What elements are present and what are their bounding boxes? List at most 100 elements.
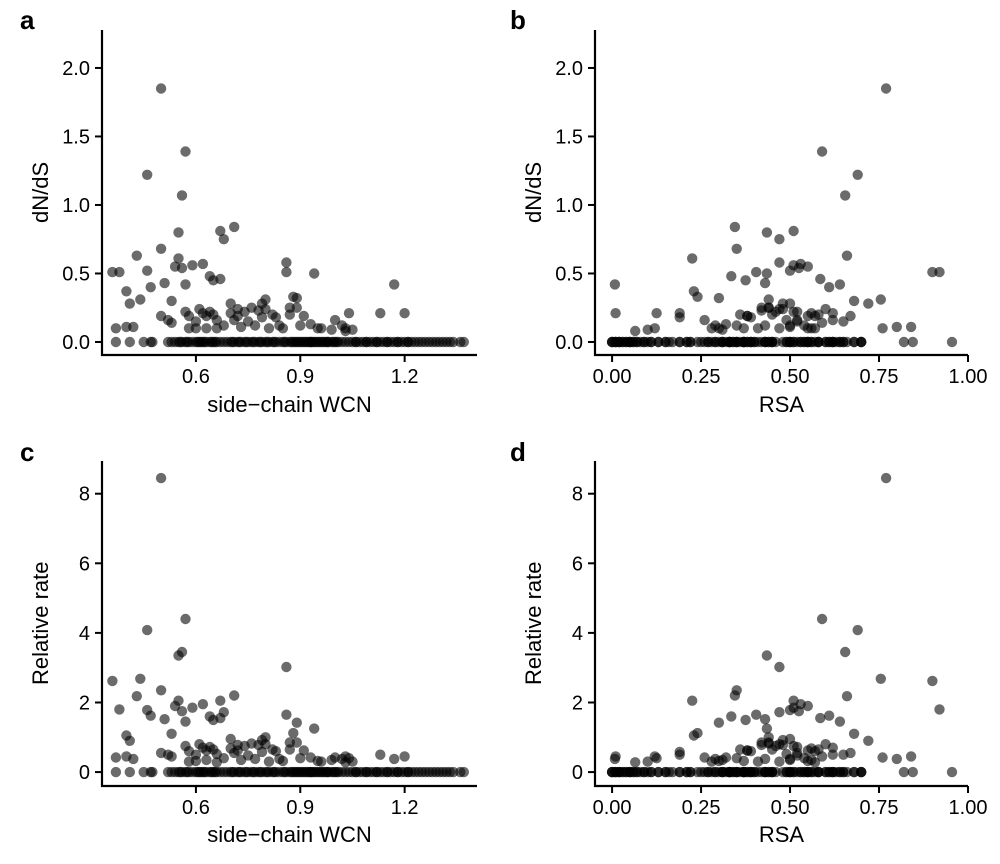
data-point — [710, 320, 721, 331]
data-point — [877, 323, 888, 334]
data-point — [389, 279, 400, 290]
data-point — [281, 266, 292, 278]
data-point — [907, 336, 918, 348]
data-point — [316, 756, 327, 767]
data-point — [756, 302, 767, 313]
data-point — [630, 757, 641, 768]
data-point — [159, 714, 170, 725]
data-point — [824, 766, 835, 778]
x-tick-label: 0.75 — [860, 366, 899, 388]
data-point — [653, 336, 664, 348]
data-point — [877, 752, 888, 763]
data-point — [848, 728, 860, 739]
data-point — [630, 325, 641, 337]
data-point — [173, 695, 184, 706]
y-tick-label: 1.5 — [62, 126, 90, 148]
data-point — [838, 336, 849, 348]
data-point — [824, 282, 835, 293]
data-point — [361, 336, 372, 348]
panel-letter-c: c — [20, 437, 35, 467]
data-point — [784, 753, 796, 765]
data-point — [444, 336, 456, 348]
data-point — [389, 753, 400, 765]
data-point — [946, 336, 958, 348]
data-point — [180, 146, 191, 157]
y-tick-label: 0 — [79, 762, 90, 784]
data-point — [774, 303, 785, 315]
data-point — [713, 292, 725, 304]
data-point — [229, 221, 240, 233]
data-point — [124, 735, 135, 746]
data-point — [742, 310, 753, 322]
x-tick-label: 0.9 — [286, 366, 314, 388]
data-point — [699, 752, 710, 763]
data-point — [392, 336, 403, 348]
data-point — [838, 316, 849, 327]
data-point — [190, 755, 202, 767]
data-point — [606, 336, 618, 348]
data-point — [816, 146, 828, 157]
data-point — [291, 302, 302, 313]
data-point — [155, 472, 167, 484]
data-point — [898, 766, 910, 778]
data-point — [841, 250, 853, 261]
data-point — [692, 727, 703, 739]
panel-letter-b: b — [510, 5, 526, 35]
data-point — [176, 190, 188, 201]
data-point — [281, 709, 292, 720]
data-point — [225, 298, 236, 309]
data-point — [726, 271, 737, 282]
data-point — [201, 323, 212, 334]
y-tick-label: 2.0 — [555, 58, 583, 80]
data-point — [131, 250, 142, 261]
data-point — [249, 753, 261, 765]
data-point — [774, 323, 785, 334]
data-point — [350, 336, 362, 348]
x-tick-label: 1.00 — [949, 366, 988, 388]
data-point — [281, 257, 292, 268]
data-point — [121, 286, 132, 297]
data-point — [180, 613, 191, 625]
data-point — [834, 716, 846, 727]
data-point — [840, 646, 851, 658]
data-point — [155, 243, 167, 254]
data-point — [201, 754, 212, 766]
y-tick-label: 1.0 — [555, 195, 583, 217]
data-point — [946, 766, 958, 778]
data-point — [229, 690, 240, 701]
y-tick-label: 0 — [572, 762, 583, 784]
data-point — [852, 169, 863, 180]
data-point — [305, 766, 316, 778]
y-tick-label: 2 — [572, 692, 583, 714]
data-point — [270, 312, 282, 323]
data-point — [218, 707, 229, 718]
data-point — [218, 234, 229, 245]
data-point — [713, 717, 725, 728]
data-point — [187, 702, 198, 713]
x-axis-title-panel-a: side−chain WCN — [207, 392, 372, 417]
data-point — [145, 710, 156, 721]
data-point — [110, 336, 122, 348]
data-point — [155, 685, 167, 696]
data-point — [110, 766, 122, 778]
x-tick-label: 0.00 — [593, 797, 632, 819]
data-point — [774, 739, 785, 750]
x-tick-label: 0.75 — [860, 797, 899, 819]
data-point — [927, 675, 938, 687]
data-point — [674, 749, 685, 760]
data-point — [176, 262, 188, 274]
y-axis-title-panel-d: Relative rate — [521, 561, 546, 686]
data-point — [218, 320, 229, 331]
data-point — [784, 320, 796, 331]
data-point — [277, 323, 289, 334]
data-point — [409, 766, 421, 778]
data-point — [159, 277, 170, 289]
x-tick-label: 0.50 — [771, 366, 810, 388]
data-point — [838, 766, 849, 778]
data-point — [399, 751, 410, 762]
data-point — [731, 753, 742, 764]
data-point — [110, 752, 122, 763]
data-point — [710, 753, 721, 765]
